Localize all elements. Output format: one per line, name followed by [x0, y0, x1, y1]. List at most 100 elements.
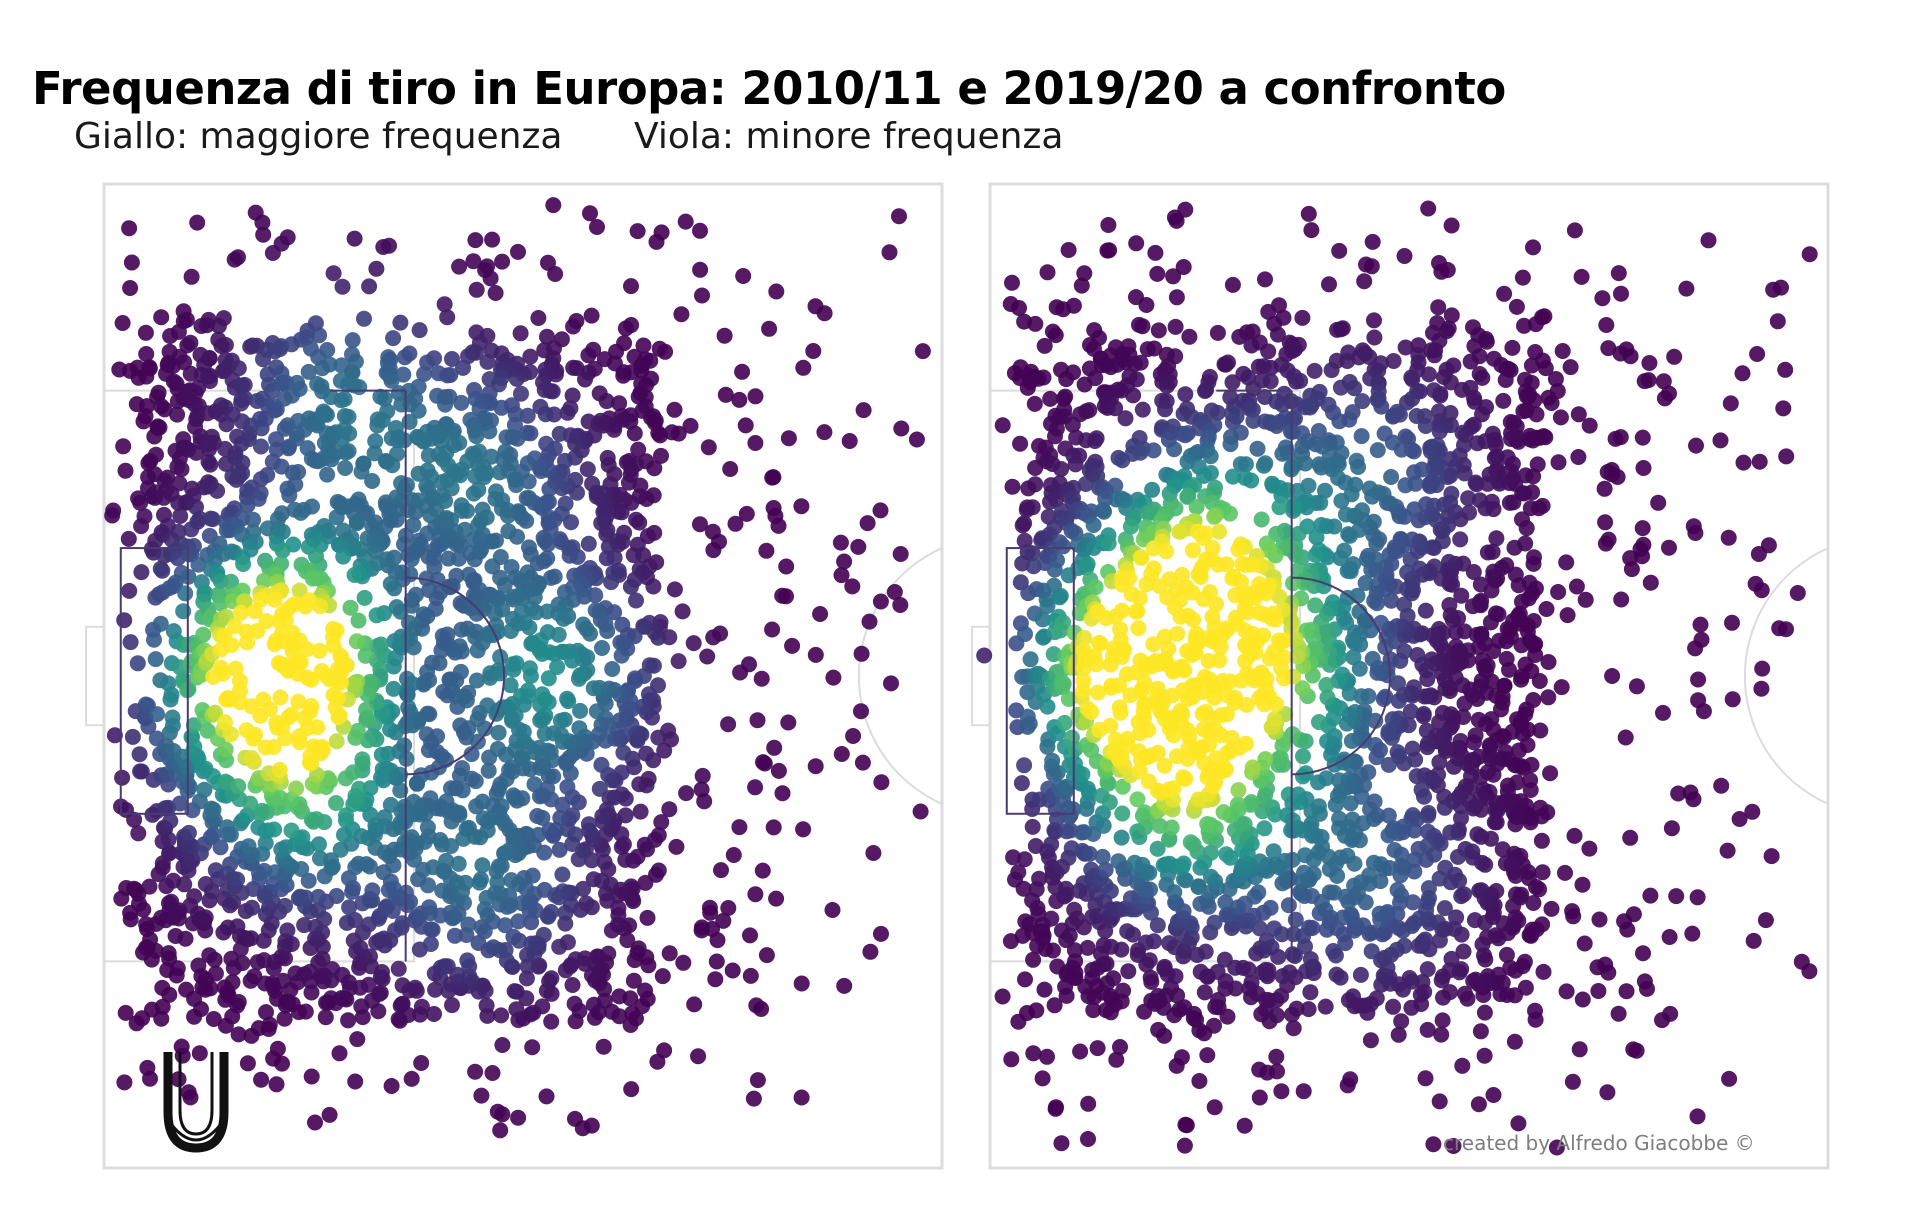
shot-dot: [1262, 359, 1279, 376]
shot-dot: [1307, 547, 1324, 563]
shot-dot: [873, 774, 890, 791]
shot-dot: [205, 1011, 222, 1027]
shot-dot: [328, 795, 344, 811]
shot-dot: [1306, 362, 1323, 379]
shot-dot: [1511, 742, 1527, 759]
shot-dot: [480, 762, 497, 779]
shot-dot: [1167, 318, 1184, 335]
shot-dot: [678, 785, 695, 802]
shot-dot: [1087, 579, 1104, 596]
shot-dot: [1385, 408, 1401, 425]
shot-dot: [694, 287, 710, 304]
shot-dot: [361, 278, 378, 295]
shot-dot: [725, 847, 742, 863]
shot-dot: [451, 767, 468, 784]
shot-dot: [172, 508, 189, 524]
shot-dot: [1350, 459, 1367, 475]
shot-dot: [1642, 887, 1659, 904]
shot-dot: [1420, 823, 1436, 840]
shot-dot: [1310, 774, 1327, 791]
shot-dot: [1209, 324, 1226, 341]
shot-dot: [126, 811, 143, 828]
shot-dot: [456, 521, 473, 538]
shot-dot: [1450, 848, 1466, 865]
shot-dot: [1308, 529, 1325, 546]
shot-dot: [648, 233, 665, 250]
shot-dot: [1431, 714, 1448, 731]
shot-dot: [1502, 414, 1519, 430]
shot-dot: [1257, 751, 1274, 768]
shot-dot: [701, 899, 718, 916]
shot-dot: [133, 564, 150, 581]
shot-dot: [281, 487, 298, 504]
shot-dot: [1029, 900, 1046, 916]
shot-dot: [630, 940, 647, 957]
shot-dot: [1114, 778, 1131, 795]
shot-dot: [292, 888, 309, 905]
shot-dot: [1042, 390, 1059, 407]
shot-dot: [510, 243, 526, 260]
shot-dot: [1634, 429, 1651, 446]
shot-dot: [1133, 549, 1150, 566]
shot-dot: [245, 511, 261, 528]
shot-dot: [1525, 895, 1542, 911]
shot-dot: [1503, 431, 1519, 447]
shot-dot: [349, 1031, 366, 1048]
shot-dot: [530, 310, 547, 326]
shot-dot: [567, 1110, 583, 1127]
shot-dot: [1385, 353, 1402, 369]
shot-dot: [510, 1109, 527, 1126]
shot-dot: [1056, 714, 1073, 731]
shot-dot: [833, 746, 850, 762]
shot-dot: [1690, 692, 1707, 709]
shot-dot: [1230, 796, 1246, 813]
shot-dot: [1168, 212, 1185, 229]
shot-dot: [393, 396, 410, 413]
shot-dot: [1176, 871, 1192, 888]
shot-dot: [841, 433, 858, 449]
shot-dot: [1095, 817, 1112, 834]
shot-dot: [566, 995, 583, 1012]
shot-dot: [1434, 968, 1451, 985]
shot-dot: [1540, 389, 1557, 406]
shot-dot: [364, 882, 381, 899]
shot-dot: [1321, 276, 1337, 293]
shot-dot: [420, 877, 436, 894]
shot-dot: [588, 703, 605, 720]
shot-dot: [1533, 832, 1550, 849]
shot-dot: [1145, 442, 1162, 459]
shot-dot: [1022, 651, 1039, 668]
shot-dot: [1113, 829, 1130, 846]
shot-dot: [261, 1016, 278, 1033]
shot-dot: [1430, 299, 1447, 316]
shot-dot: [154, 998, 171, 1015]
shot-dot: [503, 872, 520, 889]
shot-dot: [243, 930, 260, 947]
shot-dot: [886, 584, 903, 600]
shot-dot: [1383, 469, 1400, 485]
shot-dot: [154, 562, 171, 579]
shot-dot: [1498, 946, 1515, 963]
shot-dot: [859, 515, 876, 532]
shot-dot: [229, 918, 246, 935]
shot-dot: [1486, 450, 1503, 467]
shot-dot: [460, 684, 477, 701]
shot-dot: [1422, 443, 1439, 460]
shot-dot: [541, 481, 558, 497]
shot-dot: [234, 955, 251, 972]
shot-dot: [418, 726, 435, 743]
shot-dot: [1045, 942, 1061, 959]
shot-dot: [1258, 932, 1275, 949]
shot-dot: [403, 1070, 420, 1087]
shot-dot: [337, 770, 354, 787]
shot-dot: [1151, 817, 1168, 834]
shot-dot: [1570, 406, 1587, 423]
shot-dot: [1747, 575, 1764, 592]
shot-dot: [1548, 1139, 1565, 1156]
shot-dot: [853, 703, 869, 720]
shot-dot: [421, 899, 438, 916]
shot-dot: [1271, 499, 1288, 516]
shot-dot: [1318, 677, 1335, 693]
shot-dot: [1161, 855, 1178, 872]
shot-dot: [1332, 849, 1349, 866]
